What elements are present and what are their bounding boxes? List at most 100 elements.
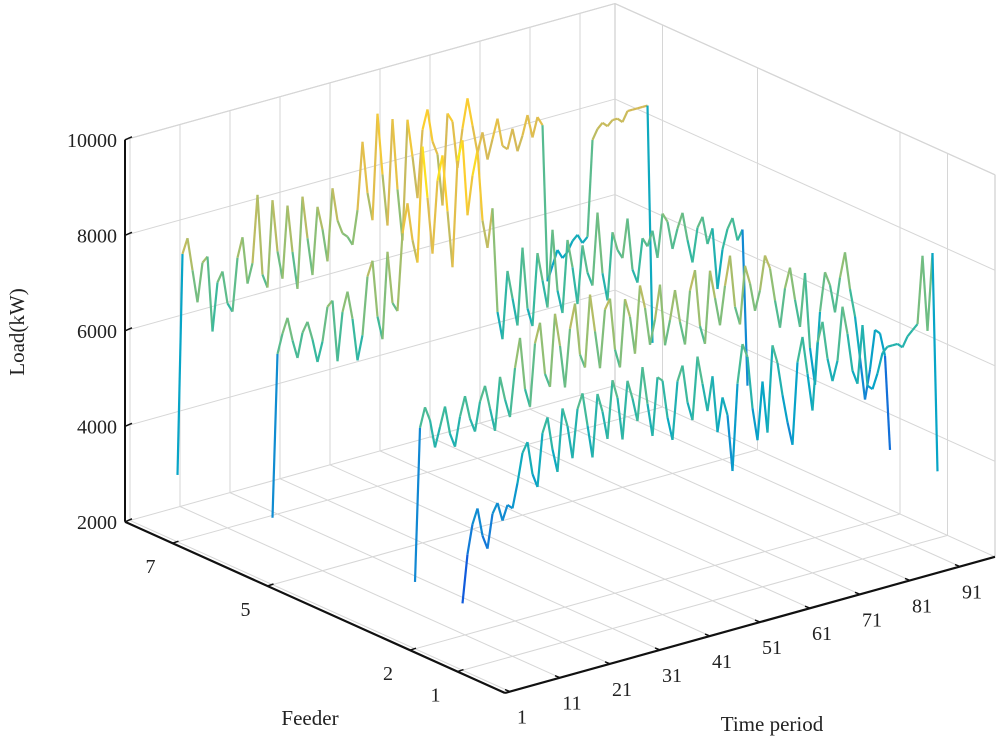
line-segment xyxy=(453,416,462,447)
line-segment xyxy=(681,365,689,403)
feeder-axis-line xyxy=(124,520,506,695)
line-segment xyxy=(638,285,647,309)
line-segment xyxy=(326,188,334,262)
line-segment xyxy=(466,523,474,555)
line-segment xyxy=(531,253,539,327)
line-segment xyxy=(518,337,527,390)
line-segment xyxy=(566,239,574,268)
line-segment xyxy=(418,407,427,429)
line-segment xyxy=(728,255,737,307)
line-segment xyxy=(476,150,484,221)
line-segment xyxy=(486,138,494,160)
line-segment xyxy=(463,395,472,419)
line-segment xyxy=(816,321,824,343)
line-segment xyxy=(301,321,309,334)
line-segment xyxy=(671,381,679,441)
line-segment xyxy=(316,341,324,363)
line-segment xyxy=(331,300,339,362)
line-segment xyxy=(501,504,509,521)
z-tick xyxy=(124,231,133,236)
line-segment xyxy=(731,383,739,472)
line-segment xyxy=(458,395,467,417)
line-segment xyxy=(636,238,644,283)
floor-grid-line xyxy=(529,408,911,581)
line-segment xyxy=(691,356,699,421)
line-segment xyxy=(413,427,422,582)
line-segment xyxy=(541,280,549,308)
line-segment xyxy=(701,216,709,245)
line-segment xyxy=(696,216,704,229)
line-segment xyxy=(718,285,727,326)
line-segment xyxy=(826,358,834,382)
line-segment xyxy=(591,128,599,141)
line-segment xyxy=(838,252,847,278)
line-segment xyxy=(416,129,424,199)
line-segment xyxy=(821,321,829,359)
line-segment xyxy=(731,217,739,241)
line-segment xyxy=(296,332,304,359)
line-segment xyxy=(506,128,514,150)
line-segment xyxy=(841,306,849,335)
line-segment xyxy=(291,340,299,359)
line-segment xyxy=(491,208,499,313)
feeder-7-line xyxy=(176,98,654,475)
line-segment xyxy=(191,270,199,303)
time-tick xyxy=(654,647,661,651)
line-segment xyxy=(803,272,812,349)
line-segment xyxy=(491,502,499,515)
line-segment xyxy=(491,118,499,140)
line-segment xyxy=(661,380,669,418)
line-segment xyxy=(351,209,359,246)
line-segment xyxy=(381,251,389,340)
line-segment xyxy=(311,339,319,363)
floor-grid-line xyxy=(279,478,661,651)
line-segment xyxy=(471,150,479,176)
line-segment xyxy=(576,245,584,305)
line-segment xyxy=(711,228,719,290)
floor-grid-line xyxy=(179,506,561,679)
line-segment xyxy=(843,252,852,290)
line-segment xyxy=(691,227,699,263)
line-segment xyxy=(588,294,597,332)
x-axis-label: Time period xyxy=(721,712,824,736)
line-segment xyxy=(536,432,544,488)
line-segment xyxy=(521,441,529,454)
line-segment xyxy=(688,269,697,291)
line-segment xyxy=(376,113,384,175)
line-segment xyxy=(206,256,214,332)
line-segment xyxy=(473,401,482,432)
line-segment xyxy=(738,265,747,325)
line-segment xyxy=(883,355,892,450)
line-segment xyxy=(823,271,832,286)
line-segment xyxy=(661,212,669,223)
back-wall-grid-line xyxy=(124,3,616,141)
line-segment xyxy=(874,329,881,335)
line-segment xyxy=(648,319,657,345)
line-segment xyxy=(611,379,619,399)
feeder-tick-label: 5 xyxy=(241,599,251,621)
line-segment xyxy=(561,239,569,314)
feeder-tick xyxy=(267,583,274,587)
line-segment xyxy=(616,397,624,440)
line-segment xyxy=(666,417,674,441)
feeder-tick-label: 7 xyxy=(146,556,156,578)
line-segment xyxy=(611,231,619,251)
line-segment xyxy=(496,118,504,147)
line-segment xyxy=(686,239,694,263)
time-tick xyxy=(754,619,761,623)
line-segment xyxy=(593,331,602,369)
line-segment xyxy=(448,433,457,448)
line-segment xyxy=(411,156,419,199)
line-segment xyxy=(637,105,643,110)
line-segment xyxy=(556,408,564,472)
time-tick-label: 31 xyxy=(662,665,682,687)
line-segment xyxy=(836,306,844,361)
line-segment xyxy=(531,116,539,138)
line-segment xyxy=(438,406,447,428)
line-segment xyxy=(321,229,329,262)
line-segment xyxy=(806,373,814,411)
line-segment xyxy=(356,334,364,361)
line-segment xyxy=(788,267,797,300)
line-segment xyxy=(571,234,579,242)
line-segment xyxy=(646,403,654,437)
